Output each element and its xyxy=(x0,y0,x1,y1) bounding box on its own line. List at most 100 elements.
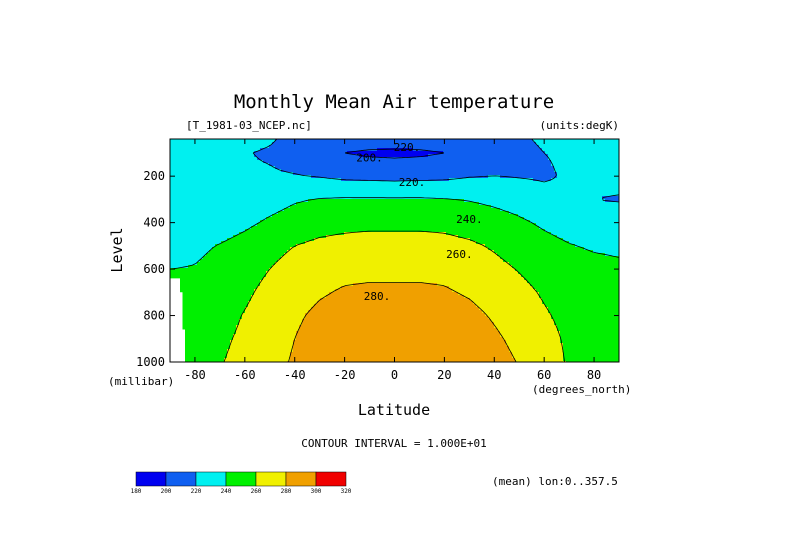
contour-cell xyxy=(539,229,543,233)
contour-cell xyxy=(272,178,276,182)
contour-cell xyxy=(374,139,378,143)
contour-cell xyxy=(515,178,519,182)
contour-cell xyxy=(569,235,573,239)
contour-cell xyxy=(587,220,591,224)
contour-cell xyxy=(296,229,300,233)
contour-cell xyxy=(527,211,531,215)
contour-cell xyxy=(479,178,483,182)
contour-cell xyxy=(266,157,270,161)
contour-cell xyxy=(335,229,339,233)
contour-cell xyxy=(554,190,558,194)
contour-cell xyxy=(446,166,450,170)
contour-cell xyxy=(263,199,267,203)
contour-cell xyxy=(257,196,261,200)
contour-cell xyxy=(506,181,510,185)
contour-cell xyxy=(257,139,261,143)
contour-cell xyxy=(473,181,477,185)
contour-cell xyxy=(305,142,309,146)
contour-cell xyxy=(575,199,579,203)
contour-cell xyxy=(344,142,348,146)
contour-cell xyxy=(590,214,594,218)
contour-cell xyxy=(530,190,534,194)
contour-cell xyxy=(617,217,619,221)
contour-cell xyxy=(200,220,204,224)
contour-cell xyxy=(260,202,264,206)
contour-cell xyxy=(455,154,459,158)
contour-cell xyxy=(191,142,195,146)
contour-cell xyxy=(182,178,186,182)
contour-cell xyxy=(416,163,420,167)
contour-cell xyxy=(182,220,186,224)
contour-cell xyxy=(350,187,354,191)
contour-cell xyxy=(377,157,381,161)
contour-cell xyxy=(191,205,195,209)
contour-cell xyxy=(239,172,243,176)
contour-cell xyxy=(170,223,174,227)
contour-cell xyxy=(218,184,222,188)
contour-cell xyxy=(227,178,231,182)
contour-cell xyxy=(521,208,525,212)
contour-cell xyxy=(587,205,591,209)
contour-cell xyxy=(482,187,486,191)
contour-cell xyxy=(524,148,528,152)
contour-cell xyxy=(398,178,402,182)
contour-cell xyxy=(614,175,618,179)
contour-cell xyxy=(314,211,318,215)
contour-cell xyxy=(245,232,249,236)
contour-cell xyxy=(212,187,216,191)
contour-cell xyxy=(452,232,456,236)
contour-cell xyxy=(590,181,594,185)
contour-cell xyxy=(533,148,537,152)
contour-cell xyxy=(191,160,195,164)
contour-cell xyxy=(416,199,420,203)
contour-cell xyxy=(293,238,297,242)
contour-cell xyxy=(491,151,495,155)
contour-cell xyxy=(296,160,300,164)
contour-cell xyxy=(395,220,399,224)
contour-cell xyxy=(374,178,378,182)
contour-cell xyxy=(371,232,375,236)
contour-cell xyxy=(494,139,498,143)
contour-cell xyxy=(473,196,477,200)
contour-cell xyxy=(617,229,619,233)
contour-cell xyxy=(566,160,570,164)
contour-cell xyxy=(299,139,303,143)
contour-cell xyxy=(587,166,591,170)
contour-cell xyxy=(569,208,573,212)
contour-cell xyxy=(323,208,327,212)
contour-cell xyxy=(596,154,600,158)
contour-cell xyxy=(473,193,477,197)
contour-cell xyxy=(491,157,495,161)
contour-cell xyxy=(185,160,189,164)
contour-cell xyxy=(455,226,459,230)
contour-cell xyxy=(527,175,531,179)
contour-cell xyxy=(311,187,315,191)
contour-cell xyxy=(548,184,552,188)
contour-cell xyxy=(464,169,468,173)
contour-cell xyxy=(383,199,387,203)
contour-cell xyxy=(233,181,237,185)
contour-cell xyxy=(515,220,519,224)
contour-cell xyxy=(557,166,561,170)
contour-cell xyxy=(434,145,438,149)
contour-cell xyxy=(485,187,489,191)
contour-cell xyxy=(308,160,312,164)
contour-cell xyxy=(176,151,180,155)
contour-cell xyxy=(362,178,366,182)
contour-cell xyxy=(509,145,513,149)
contour-cell xyxy=(518,157,522,161)
contour-cell xyxy=(488,208,492,212)
contour-cell xyxy=(491,202,495,206)
contour-cell xyxy=(428,217,432,221)
contour-cell xyxy=(377,223,381,227)
contour-cell xyxy=(536,214,540,218)
contour-cell xyxy=(191,220,195,224)
contour-cell xyxy=(200,190,204,194)
contour-cell xyxy=(455,145,459,149)
contour-cell xyxy=(536,160,540,164)
contour-cell xyxy=(596,166,600,170)
contour-cell xyxy=(308,163,312,167)
contour-cell xyxy=(173,163,177,167)
contour-cell xyxy=(212,193,216,197)
contour-cell xyxy=(176,154,180,158)
